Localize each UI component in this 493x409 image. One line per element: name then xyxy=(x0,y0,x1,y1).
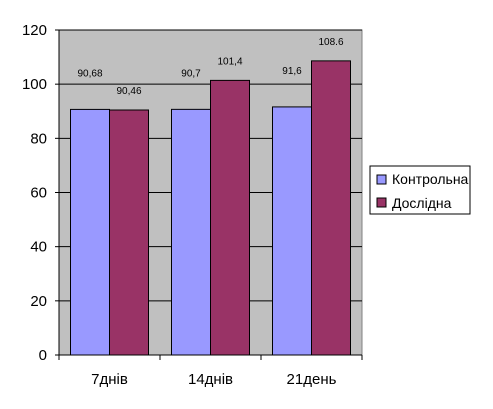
bar-control-2 xyxy=(272,106,312,356)
legend-swatch-control xyxy=(376,174,387,185)
bar-experimental-0 xyxy=(109,109,149,356)
y-tick-label-1: 20 xyxy=(30,293,47,310)
y-tick-label-4: 80 xyxy=(30,130,47,147)
data-labels: 90,68 90,46 90,7 101,4 91,6 108.6 xyxy=(77,37,343,97)
bar-experimental-2 xyxy=(311,60,351,356)
x-tick-label-0: 7днів xyxy=(91,371,128,388)
legend: Контрольна Дослідна xyxy=(369,165,471,215)
bars xyxy=(70,60,351,356)
data-label-experimental-0: 90,46 xyxy=(116,86,141,97)
bar-experimental-1 xyxy=(210,79,250,356)
data-label-control-0: 90,68 xyxy=(77,68,102,79)
legend-box xyxy=(369,165,471,215)
data-label-experimental-2: 108.6 xyxy=(318,37,343,48)
x-tick-labels: 7днів 14днів 21день xyxy=(91,371,336,388)
bar-control-0 xyxy=(70,108,110,356)
data-label-control-2: 91,6 xyxy=(282,66,302,77)
legend-swatch-experimental xyxy=(376,197,387,208)
x-tick-label-2: 21день xyxy=(287,371,337,388)
legend-label-control: Контрольна xyxy=(392,171,469,187)
y-tick-labels: 0 20 40 60 80 100 120 xyxy=(22,22,47,364)
y-tick-label-3: 60 xyxy=(30,185,47,202)
data-label-experimental-1: 101,4 xyxy=(217,56,242,67)
axes xyxy=(55,29,363,360)
bar-control-1 xyxy=(171,108,211,356)
legend-label-experimental: Дослідна xyxy=(392,195,452,211)
x-tick-label-1: 14днів xyxy=(188,371,233,388)
y-tick-label-0: 0 xyxy=(39,347,47,364)
y-tick-label-5: 100 xyxy=(22,76,47,93)
data-label-control-1: 90,7 xyxy=(181,68,201,79)
y-tick-label-6: 120 xyxy=(22,22,47,39)
y-tick-label-2: 40 xyxy=(30,239,47,256)
